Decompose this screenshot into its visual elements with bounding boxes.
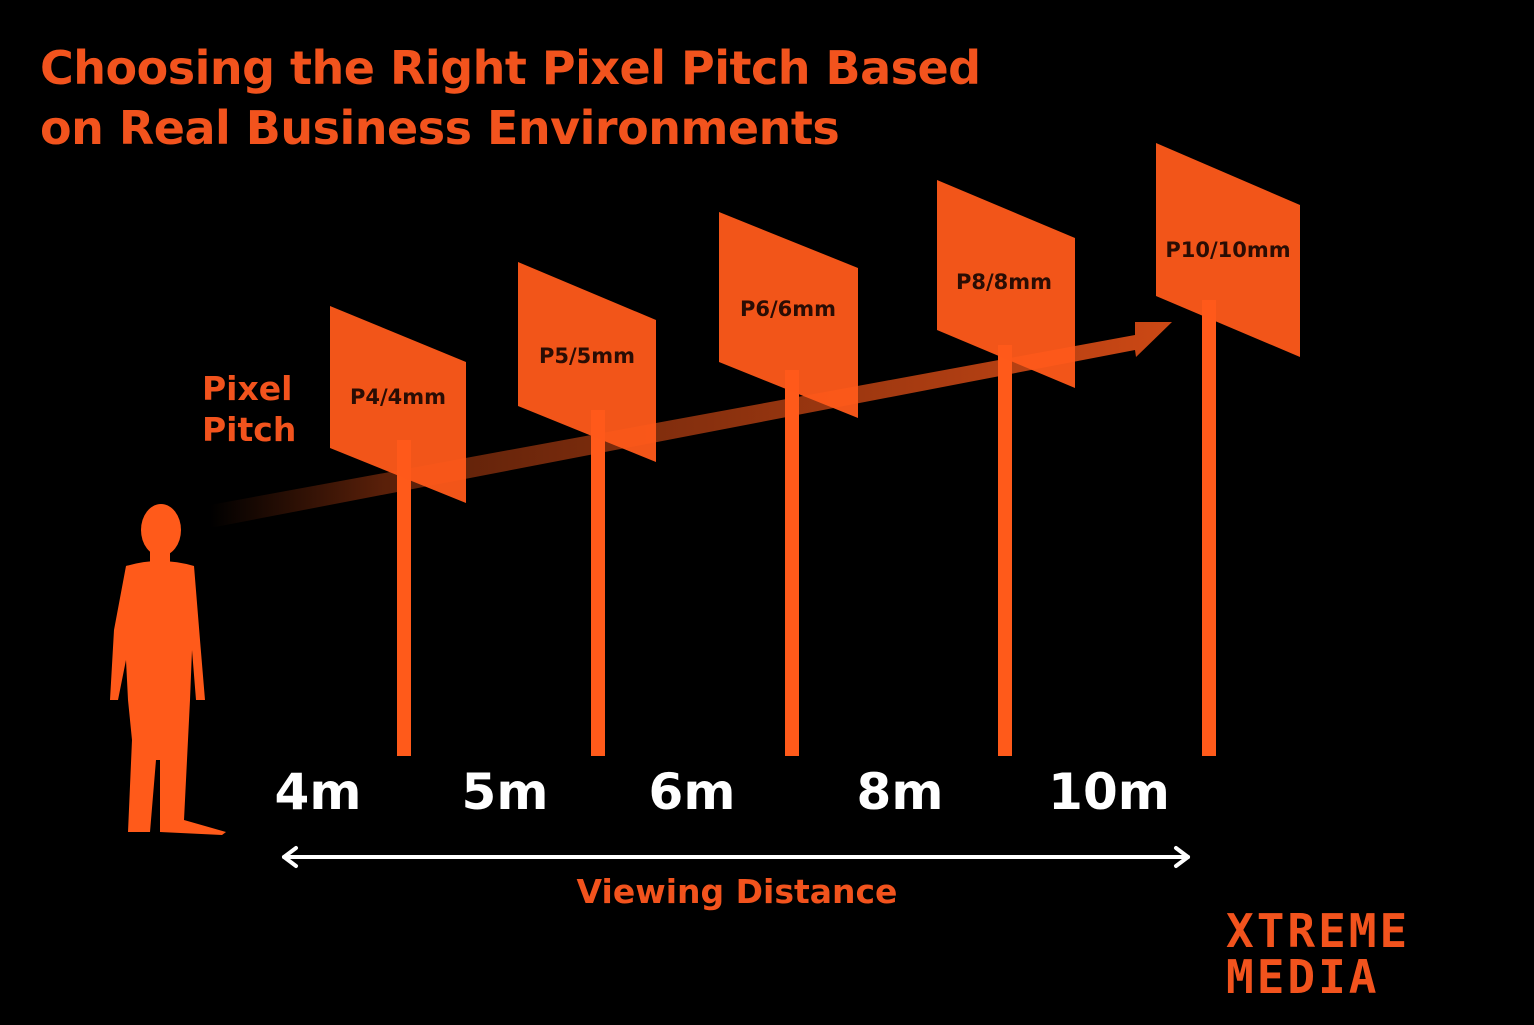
- distance-label-8m: 8m: [856, 763, 944, 821]
- screen-p8-panel: [937, 180, 1075, 388]
- screen-p6: P6/6mm: [719, 212, 858, 756]
- distance-label-5m: 5m: [461, 763, 549, 821]
- screen-p8: P8/8mm: [937, 180, 1075, 756]
- title-line-2: on Real Business Environments: [40, 101, 840, 155]
- screen-p6-panel: [719, 212, 858, 418]
- logo-line-2: MEDIA: [1226, 950, 1380, 1004]
- screen-p4: P4/4mm: [330, 306, 466, 756]
- double-headed-arrow-icon: [282, 846, 1190, 868]
- viewing-distance-label: Viewing Distance: [576, 872, 898, 911]
- distance-label-10m: 10m: [1048, 763, 1170, 821]
- pixel-pitch-label-line-2: Pitch: [202, 410, 297, 449]
- screen-p5-pole: [591, 410, 605, 756]
- screen-p4-label: P4/4mm: [350, 385, 446, 409]
- screen-p5: P5/5mm: [518, 262, 656, 756]
- screens-group: P4/4mm P5/5mm P6/6mm P8/8mm P10/10mm: [330, 143, 1300, 756]
- screen-p4-pole: [397, 440, 411, 756]
- screen-p8-label: P8/8mm: [956, 270, 1052, 294]
- page-title: Choosing the Right Pixel Pitch Based on …: [40, 38, 1040, 158]
- screen-p8-pole: [998, 345, 1012, 756]
- distance-label-6m: 6m: [648, 763, 736, 821]
- screen-p6-label: P6/6mm: [740, 297, 836, 321]
- distance-label-4m: 4m: [274, 763, 362, 821]
- pixel-pitch-label: Pixel Pitch: [202, 368, 296, 450]
- brand-logo: XTREME MEDIA: [1226, 908, 1496, 1000]
- screen-p5-panel: [518, 262, 656, 462]
- screen-p10-panel: [1156, 143, 1300, 357]
- person-silhouette-icon: [110, 504, 226, 835]
- screen-p5-label: P5/5mm: [539, 344, 635, 368]
- title-line-1: Choosing the Right Pixel Pitch Based: [40, 41, 981, 95]
- screen-p10-label: P10/10mm: [1165, 238, 1290, 262]
- pixel-pitch-label-line-1: Pixel: [202, 369, 293, 408]
- screen-p6-pole: [785, 370, 799, 756]
- screen-p10: P10/10mm: [1156, 143, 1300, 756]
- logo-line-1: XTREME: [1226, 904, 1411, 958]
- screen-p10-pole: [1202, 300, 1216, 756]
- screen-p4-panel: [330, 306, 466, 503]
